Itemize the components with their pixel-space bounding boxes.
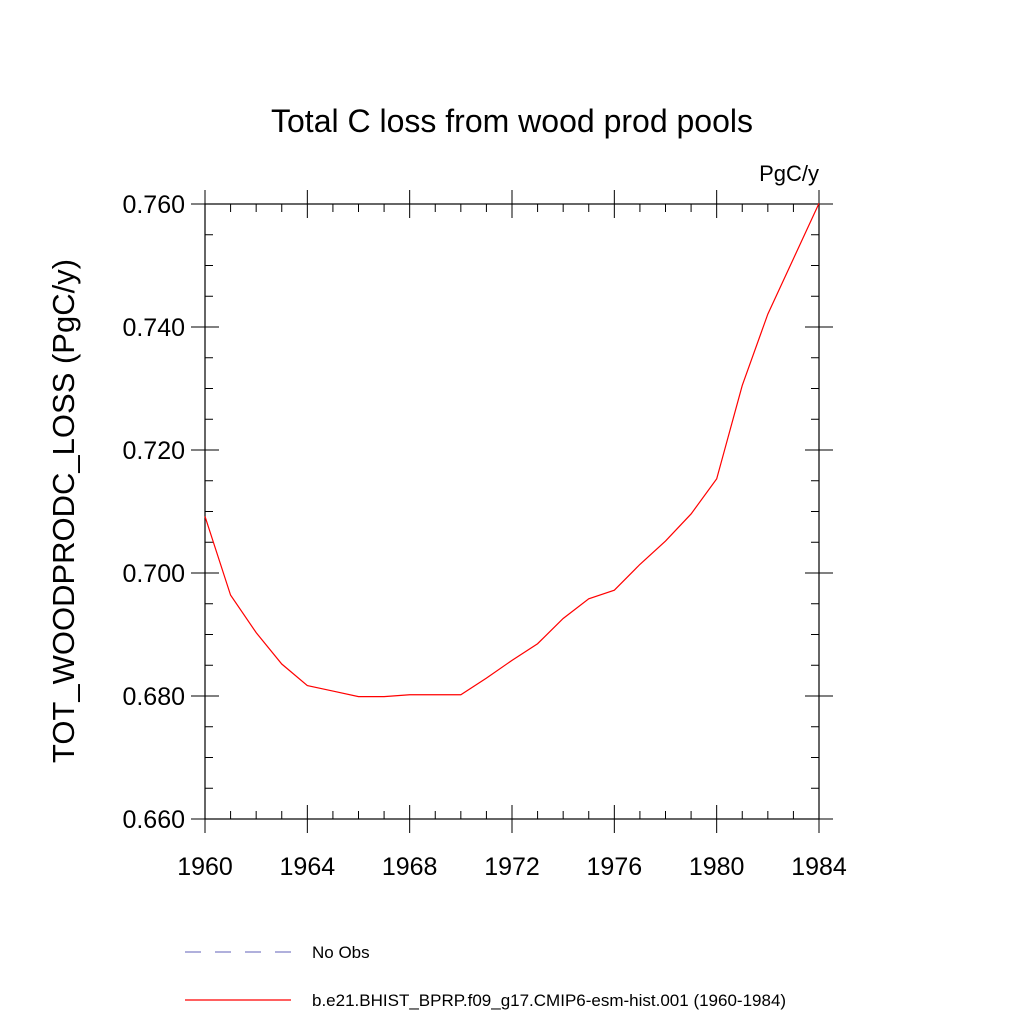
x-tick-label: 1984 bbox=[791, 853, 847, 881]
series-line bbox=[204, 203, 820, 698]
legend-label: b.e21.BHIST_BPRP.f09_g17.CMIP6-esm-hist.… bbox=[312, 991, 786, 1010]
units-label: PgC/y bbox=[759, 161, 819, 186]
series-layer bbox=[204, 203, 820, 698]
x-tick-label: 1980 bbox=[689, 853, 745, 881]
x-tick-label: 1964 bbox=[280, 853, 336, 881]
x-minor-ticks bbox=[230, 204, 794, 819]
x-tick-label: 1976 bbox=[587, 853, 643, 881]
y-tick-label: 0.740 bbox=[122, 314, 185, 342]
y-axis-label: TOT_WOODPRODC_LOSS (PgC/y) bbox=[46, 259, 81, 763]
legend: No Obs b.e21.BHIST_BPRP.f09_g17.CMIP6-esm… bbox=[185, 943, 786, 1010]
chart-title: Total C loss from wood prod pools bbox=[271, 103, 753, 139]
x-tick-labels: 1960 1964 1968 1972 1976 1980 1984 bbox=[177, 853, 847, 881]
y-tick-label: 0.700 bbox=[122, 560, 185, 588]
y-tick-label: 0.680 bbox=[122, 683, 185, 711]
y-minor-ticks bbox=[205, 234, 819, 789]
y-major-ticks bbox=[191, 203, 833, 820]
x-tick-label: 1960 bbox=[177, 853, 233, 881]
plot-frame bbox=[204, 203, 820, 820]
y-tick-label: 0.660 bbox=[122, 806, 185, 834]
legend-label: No Obs bbox=[312, 943, 370, 962]
y-tick-label: 0.720 bbox=[122, 437, 185, 465]
x-tick-label: 1968 bbox=[382, 853, 438, 881]
x-tick-label: 1972 bbox=[484, 853, 540, 881]
x-major-ticks bbox=[204, 190, 820, 833]
y-tick-labels: 0.660 0.680 0.700 0.720 0.740 0.760 bbox=[122, 191, 185, 834]
y-tick-label: 0.760 bbox=[122, 191, 185, 219]
